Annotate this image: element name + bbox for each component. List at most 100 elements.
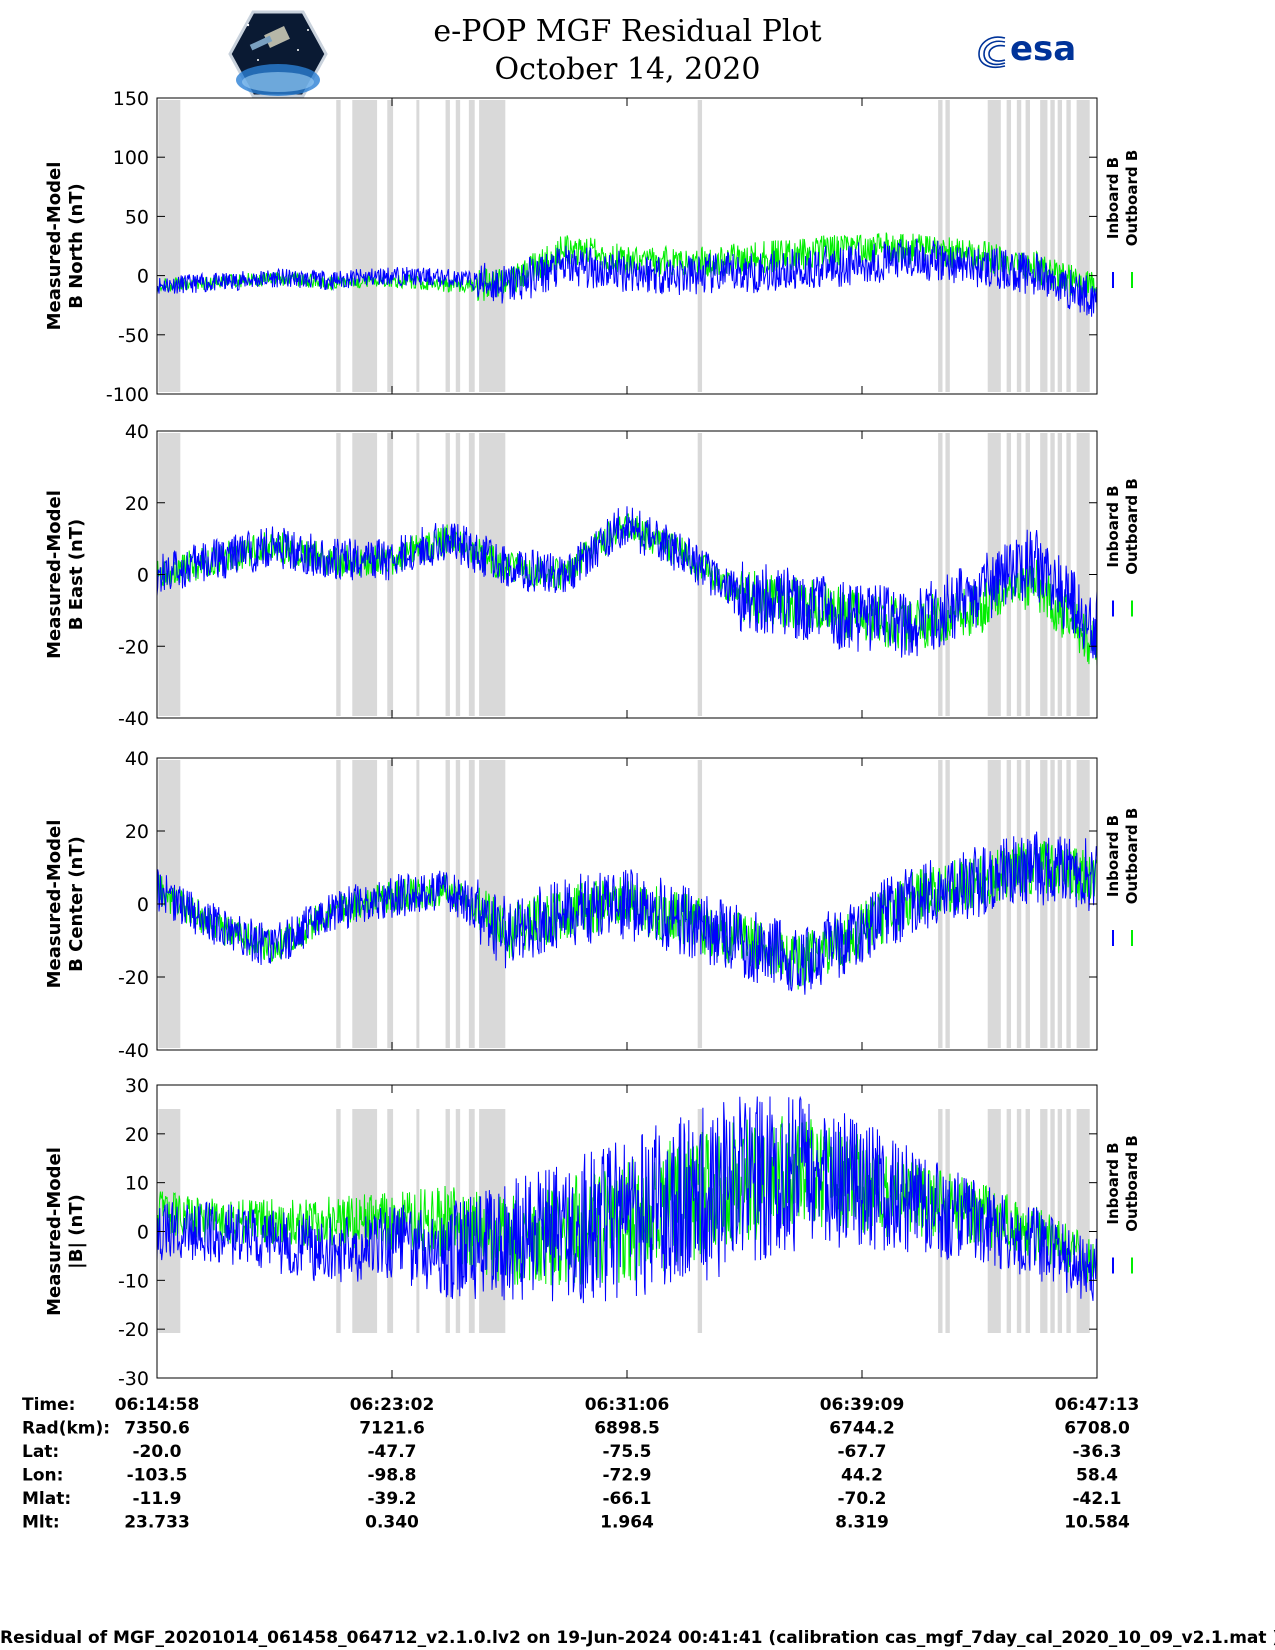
y-tick-label: 20 bbox=[125, 493, 149, 515]
y-axis-label: Measured-Model|B| (nT) bbox=[44, 1147, 87, 1316]
data-gap-band bbox=[387, 433, 394, 716]
data-gap-band bbox=[1040, 100, 1048, 392]
cassiope-mission-logo bbox=[228, 10, 328, 98]
y-tick-label: 10 bbox=[125, 1173, 149, 1195]
data-gap-band bbox=[697, 760, 703, 1048]
orbit-row-label: Time: bbox=[22, 1395, 75, 1415]
orbit-value: 8.319 bbox=[835, 1513, 889, 1533]
data-gap-band bbox=[1025, 100, 1030, 392]
y-tick-label: 20 bbox=[125, 821, 149, 843]
data-gap-band bbox=[1076, 433, 1090, 716]
y-tick-label: -20 bbox=[118, 967, 149, 989]
inboard-b-series-line bbox=[156, 831, 1098, 995]
y-tick-label: 50 bbox=[125, 206, 149, 228]
y-tick-label: 30 bbox=[125, 1075, 149, 1097]
orbit-value: 6744.2 bbox=[829, 1419, 895, 1439]
y-axis-label-line: B North (nT) bbox=[66, 183, 87, 309]
y-tick-label: -100 bbox=[106, 384, 149, 406]
data-gap-band bbox=[158, 100, 181, 392]
data-gap-band bbox=[352, 433, 378, 716]
data-gap-band bbox=[336, 433, 341, 716]
orbit-value: 7350.6 bbox=[124, 1419, 190, 1439]
y-tick-label: 0 bbox=[137, 1222, 149, 1244]
y-tick-label: 0 bbox=[137, 565, 149, 587]
orbit-value: 06:47:13 bbox=[1055, 1395, 1140, 1415]
data-gap-band bbox=[1057, 433, 1063, 716]
y-tick-label: 150 bbox=[113, 88, 149, 110]
data-gap-band bbox=[352, 100, 378, 392]
y-tick-label: -20 bbox=[118, 1319, 149, 1341]
y-tick-label: -10 bbox=[118, 1270, 149, 1292]
chart-panel-4: 30 20 10 0 -10 -20 -30 Measured-Model|B| (nT) In… bbox=[44, 1075, 1141, 1390]
y-axis-label-line: |B| (nT) bbox=[66, 1194, 87, 1269]
orbit-value: 06:14:58 bbox=[115, 1395, 200, 1415]
data-gap-band bbox=[336, 760, 341, 1048]
data-gap-band bbox=[1006, 1109, 1012, 1333]
data-gap-band bbox=[1050, 433, 1055, 716]
data-gap-band bbox=[479, 100, 506, 392]
orbit-value: 7121.6 bbox=[359, 1419, 425, 1439]
data-gap-band bbox=[445, 100, 450, 392]
footer-filename: Residual of MGF_20201014_061458_064712_v… bbox=[0, 1628, 1275, 1648]
y-tick-label: -40 bbox=[118, 708, 149, 730]
orbit-value: -20.0 bbox=[133, 1442, 182, 1462]
y-tick-label: 100 bbox=[113, 147, 149, 169]
y-tick-label: -20 bbox=[118, 636, 149, 658]
chart-panel-1: 150 100 50 0 -50 -100 Measured-ModelB North (n… bbox=[44, 88, 1141, 406]
orbit-row-label: Rad(km): bbox=[22, 1419, 110, 1439]
data-gap-band bbox=[1066, 100, 1071, 392]
legend-inboard-label: Inboard B bbox=[1104, 485, 1122, 567]
inboard-b-series-line bbox=[156, 1095, 1098, 1304]
data-gap-band bbox=[938, 433, 943, 716]
data-gap-band bbox=[455, 100, 461, 392]
outboard-b-series-line bbox=[156, 1116, 1098, 1286]
orbit-value: 10.584 bbox=[1064, 1513, 1130, 1533]
esa-logo: esa bbox=[975, 29, 1095, 75]
y-tick-label: 20 bbox=[125, 1124, 149, 1146]
chart-subtitle-date: October 14, 2020 bbox=[494, 52, 761, 87]
y-tick-label: 40 bbox=[125, 421, 149, 443]
data-gap-band bbox=[1016, 1109, 1022, 1333]
orbit-value: -66.1 bbox=[603, 1489, 652, 1509]
y-axis-label: Measured-ModelB North (nT) bbox=[44, 162, 87, 331]
orbit-value: -39.2 bbox=[368, 1489, 417, 1509]
orbit-value: 6708.0 bbox=[1064, 1419, 1130, 1439]
data-gap-band bbox=[468, 100, 475, 392]
data-gap-band bbox=[1016, 433, 1022, 716]
data-gap-band bbox=[1057, 1109, 1063, 1333]
data-gap-band bbox=[987, 100, 1001, 392]
plot-background bbox=[157, 431, 1097, 718]
orbit-row-label: Mlat: bbox=[22, 1489, 71, 1509]
data-gap-band bbox=[468, 433, 475, 716]
legend-inboard-label: Inboard B bbox=[1104, 815, 1122, 897]
data-gap-band bbox=[387, 100, 394, 392]
data-gap-band bbox=[445, 760, 450, 1048]
cassiope-hexagon-logo-icon bbox=[228, 10, 328, 98]
orbit-value: 6898.5 bbox=[594, 1419, 660, 1439]
legend-outboard-label: Outboard B bbox=[1123, 478, 1141, 575]
legend-outboard-label: Outboard B bbox=[1123, 808, 1141, 905]
orbit-value: 0.340 bbox=[365, 1513, 419, 1533]
data-gap-band bbox=[1006, 100, 1012, 392]
data-gap-band bbox=[336, 100, 341, 392]
orbit-value: -75.5 bbox=[603, 1442, 652, 1462]
y-axis-label-line: Measured-Model bbox=[44, 162, 65, 331]
data-gap-band bbox=[1076, 100, 1090, 392]
y-axis-label: Measured-ModelB East (nT) bbox=[44, 490, 87, 659]
data-gap-band bbox=[158, 760, 181, 1048]
data-gap-band bbox=[1076, 1109, 1090, 1333]
data-gap-band bbox=[987, 433, 1001, 716]
inboard-b-series-line bbox=[156, 238, 1098, 317]
data-gap-band bbox=[455, 433, 461, 716]
data-gap-band bbox=[445, 433, 450, 716]
orbit-row-label: Mlt: bbox=[22, 1513, 60, 1533]
y-tick-label: 40 bbox=[125, 748, 149, 770]
data-gap-band bbox=[945, 100, 950, 392]
data-gap-band bbox=[1066, 760, 1071, 1048]
data-gap-band bbox=[416, 433, 420, 716]
legend-outboard-label: Outboard B bbox=[1123, 150, 1141, 247]
orbit-value: -103.5 bbox=[127, 1466, 188, 1486]
orbit-value: -67.7 bbox=[838, 1442, 887, 1462]
y-axis-label-line: Measured-Model bbox=[44, 490, 65, 659]
